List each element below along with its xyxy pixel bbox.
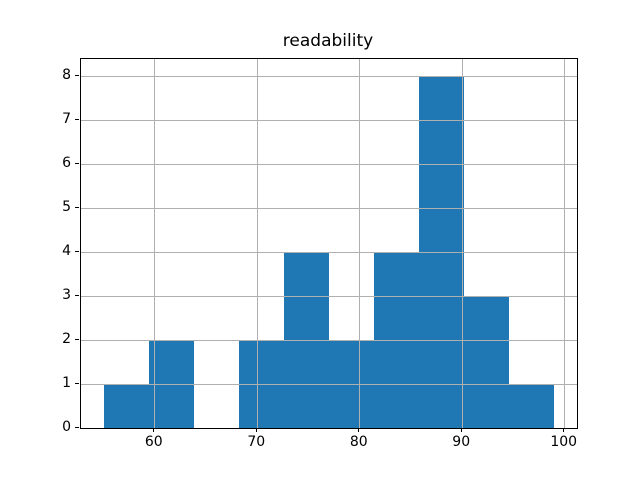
histogram-bar: [103, 384, 149, 429]
x-tick-mark: [255, 428, 257, 433]
y-tick-mark: [75, 74, 79, 76]
x-gridline: [461, 58, 463, 429]
y-tick-label: 6: [62, 155, 71, 172]
x-gridline: [359, 58, 361, 429]
x-tick-label: 100: [550, 434, 578, 451]
x-tick-label: 90: [452, 434, 471, 451]
x-tick-label: 80: [349, 434, 368, 451]
x-gridline: [564, 58, 566, 429]
x-tick-mark: [358, 428, 360, 433]
y-gridline: [81, 75, 577, 77]
y-tick-label: 7: [62, 111, 71, 128]
y-gridline: [81, 163, 577, 165]
y-tick-mark: [75, 206, 79, 208]
plot-area: [80, 57, 578, 430]
grid-layer: [81, 58, 577, 429]
y-gridline: [81, 295, 577, 297]
y-tick-label: 3: [62, 287, 71, 304]
x-tick-label: 60: [144, 434, 163, 451]
x-tick-mark: [563, 428, 565, 433]
y-tick-label: 1: [62, 375, 71, 392]
histogram-bar: [509, 384, 555, 429]
y-tick-label: 5: [62, 199, 71, 216]
y-tick-label: 2: [62, 331, 71, 348]
y-tick-mark: [75, 382, 79, 384]
y-tick-label: 4: [62, 243, 71, 260]
y-tick-mark: [75, 162, 79, 164]
y-gridline: [81, 207, 577, 209]
x-gridline: [256, 58, 258, 429]
y-tick-mark: [75, 338, 79, 340]
y-gridline: [81, 251, 577, 253]
y-tick-mark: [75, 118, 79, 120]
x-tick-label: 70: [247, 434, 266, 451]
y-tick-label: 8: [62, 67, 71, 84]
y-gridline: [81, 119, 577, 121]
x-tick-mark: [153, 428, 155, 433]
y-tick-label: 0: [62, 419, 71, 436]
histogram-bar: [464, 296, 510, 429]
chart-title: readability: [282, 31, 374, 51]
y-gridline: [81, 383, 577, 385]
y-tick-mark: [75, 250, 79, 252]
y-tick-mark: [75, 294, 79, 296]
x-gridline: [154, 58, 156, 429]
x-tick-mark: [460, 428, 462, 433]
y-gridline: [81, 339, 577, 341]
y-tick-mark: [75, 426, 79, 428]
